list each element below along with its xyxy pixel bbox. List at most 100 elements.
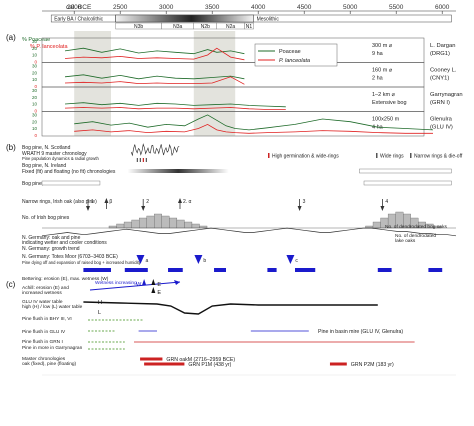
legend-b-label: Narrow rings & die-off <box>414 154 463 160</box>
e-letter: E <box>157 282 161 288</box>
legend-b-swatch <box>376 153 378 158</box>
totes-moor-bar <box>267 268 277 272</box>
site-detail: 1–2 km ⌀ <box>372 92 396 98</box>
pine-count-bar <box>131 219 140 229</box>
event-label: 1 <box>91 199 94 205</box>
legend-plantago: P. lanceolata <box>279 58 310 64</box>
wet-marker-triangle <box>194 255 203 264</box>
legend-b-swatch <box>268 153 270 158</box>
pine-count-bar <box>191 223 200 229</box>
axis-tick-label: 3000 <box>159 4 174 11</box>
y-tick-label: 20 <box>32 70 38 75</box>
totes-moor-bar <box>168 268 183 272</box>
neo-phase-label: N3a <box>173 24 182 30</box>
pine-count-bar <box>184 221 193 229</box>
site-detail: 9 ha <box>372 51 384 57</box>
site-code: (CNY1) <box>430 76 449 82</box>
panel-b-row-label: Fixed (fit) and floating (no fit) chrono… <box>22 169 116 175</box>
y-tick-label: 10 <box>32 53 38 58</box>
period-2 <box>253 14 452 23</box>
axis-tick-label: 2500 <box>113 4 128 11</box>
series-line-poaceae <box>64 102 286 108</box>
panel-c-hydrology: Bettering: erosion (E), max. wetness (W)… <box>22 276 456 376</box>
site-detail: Extensive bog <box>372 100 407 106</box>
legend-b-label: High germination & wide-rings <box>272 154 339 160</box>
event-arrowhead <box>141 206 146 211</box>
totes-moor-bar <box>124 268 148 272</box>
y-tick-label: 30 <box>32 64 38 69</box>
wetness-arrow-line <box>89 281 181 291</box>
pine-count-bar <box>372 221 381 229</box>
panel-b-row-label: Pine population dynamics & radial growth <box>22 156 99 161</box>
pine-count-bar <box>199 225 208 229</box>
right-label: No. of dendrodated <box>395 233 436 239</box>
l-letter: L <box>98 310 101 316</box>
period-label: Early BA / Chalcolithic <box>54 17 103 23</box>
pine-count-bar <box>176 219 185 229</box>
site-detail: 160 m ⌀ <box>372 68 393 74</box>
series-line-poaceae <box>74 114 434 131</box>
panel-b-row-label: WRATH 9 master chronology <box>22 151 87 157</box>
y-tick-label: 0 <box>34 84 37 89</box>
panel-b-row-label: indicating wetter and cooler conditions <box>22 240 107 246</box>
erosion-arrowhead-2 <box>151 287 156 293</box>
y-tick-label: 0 <box>34 60 37 65</box>
pine-count-bar <box>116 223 125 229</box>
y-tick-label: 20 <box>32 119 38 124</box>
site-detail: 100x250 m <box>372 117 400 123</box>
chronology-bar <box>329 362 347 366</box>
site-name: L. Dargan <box>430 43 455 49</box>
site-detail: 2 ha <box>372 76 384 82</box>
central-ireland-bar <box>41 180 101 186</box>
panel-c-row-label: increased wetness <box>22 290 62 296</box>
ring-marker <box>136 158 138 162</box>
bog-oaks-line <box>41 227 457 237</box>
e-letter-2: E <box>157 290 161 296</box>
period-bar: Early BA / ChalcolithicNeolithicMesolith… <box>50 14 452 30</box>
totes-moor-bar <box>214 268 226 272</box>
wetness-label: Wetness increasing <box>95 280 137 286</box>
wet-marker-label: a <box>145 258 148 264</box>
totes-moor-bar <box>83 268 111 272</box>
event-arrowhead <box>178 198 182 203</box>
totes-moor-bar <box>377 268 392 272</box>
chronology-bar-fixed <box>127 169 229 173</box>
chronology-bar <box>144 362 185 366</box>
event-label: 2 <box>146 199 149 205</box>
axis-tick-label: 4000 <box>251 4 266 11</box>
panel-b-row-label: Pine dying off and expansion of raised b… <box>22 260 142 265</box>
series-line-poaceae <box>64 74 245 80</box>
neo-phase <box>244 22 254 30</box>
series-line-poaceae <box>64 47 245 55</box>
series-line-planceolata <box>64 47 245 61</box>
neolithic-gradient <box>115 14 254 23</box>
series-line-planceolata <box>64 107 286 110</box>
water-table-line <box>83 301 378 315</box>
neo-phase-label: N2b <box>201 24 210 30</box>
neo-phase-label: N1 <box>246 24 253 30</box>
shaded-band <box>74 31 111 136</box>
pine-count-bar <box>169 217 178 229</box>
y-label-plantago: % P. lanceolata <box>30 44 68 50</box>
wet-marker-label: b <box>203 258 206 264</box>
axis-tick-label: 2000 <box>67 4 82 11</box>
legend-poaceae: Poaceae <box>279 49 301 55</box>
event-arrowhead <box>86 206 90 211</box>
wet-marker-triangle <box>136 255 145 264</box>
panel-c-row-label: Master chronologies <box>22 356 66 362</box>
pine-count-bar <box>139 217 147 229</box>
panel-b-row-label: Bog pine, N. Ireland <box>22 163 66 169</box>
totes-moor-bar <box>295 268 316 272</box>
ring-marker <box>145 158 147 162</box>
site-code: (DRG1) <box>430 51 450 57</box>
y-tick-label: 30 <box>32 113 38 118</box>
axis-tick-label: 5500 <box>389 4 404 11</box>
right-label: No. of dendrodated bog oaks <box>385 224 447 230</box>
panel-b-row-label: No. of Irish bog pines <box>22 215 70 221</box>
ring-marker <box>142 158 144 162</box>
event-label: β <box>109 199 112 205</box>
site-detail: 300 m ⌀ <box>372 43 393 49</box>
panel-letter-a: (a) <box>6 33 16 42</box>
panel-c-row-label: Pine flush in GRN I <box>22 339 63 345</box>
